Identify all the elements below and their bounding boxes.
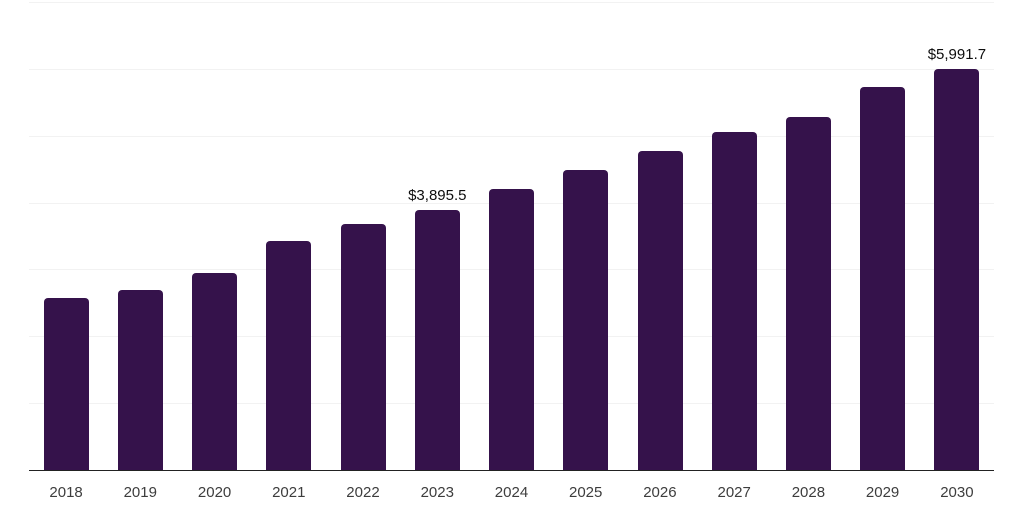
bar-2027 [711, 132, 757, 470]
x-tick-label-2018: 2018 [49, 484, 83, 501]
bar-2030 [934, 69, 980, 470]
gridline-6000 [29, 68, 994, 70]
x-tick-label-2019: 2019 [123, 484, 157, 501]
x-tick-label-2028: 2028 [791, 484, 826, 501]
x-tick-label-2020: 2020 [197, 484, 232, 501]
bar-2026 [637, 151, 683, 470]
x-tick-label-2026: 2026 [643, 484, 677, 501]
bar-2018 [43, 297, 89, 470]
data-label-2030: $5,991.7 [927, 46, 987, 64]
data-label-2023: $3,895.5 [408, 186, 467, 204]
x-axis-line [29, 470, 994, 471]
x-tick-label-2023: 2023 [420, 484, 454, 501]
bar-2020 [192, 272, 238, 470]
bar-2022 [340, 224, 386, 470]
x-tick-label-2022: 2022 [346, 484, 380, 501]
x-tick-label-2021: 2021 [272, 484, 306, 501]
x-tick-label-2024: 2024 [494, 484, 529, 501]
x-tick-label-2029: 2029 [865, 484, 900, 501]
x-tick-label-2027: 2027 [717, 484, 751, 501]
x-tick-label-2030: 2030 [940, 484, 974, 501]
bar-2028 [785, 117, 831, 470]
gridline-5000 [29, 135, 994, 137]
bar-2023 [414, 209, 460, 470]
bar-2024 [489, 189, 534, 470]
bar-2029 [860, 86, 906, 470]
bar-2019 [117, 290, 163, 470]
gridline-7000 [29, 2, 994, 3]
bar-2025 [563, 169, 609, 470]
x-tick-label-2025: 2025 [569, 484, 603, 501]
bar-2021 [266, 241, 312, 470]
